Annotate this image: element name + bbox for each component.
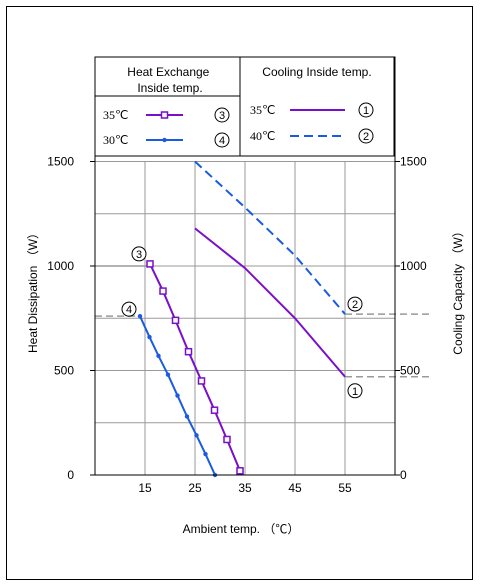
marker-2-circle xyxy=(347,296,363,312)
legend-heat-exchange-title: Heat Exchange Inside temp. xyxy=(127,65,212,95)
legend-item-2-number-label: 2 xyxy=(363,131,369,143)
data-point xyxy=(184,347,193,356)
legend-items: 35℃ 3 30℃ 4 35℃ 1 40℃ 2 xyxy=(103,102,374,148)
right-y-tick-label: 1500 xyxy=(400,155,427,169)
series-line-2 xyxy=(194,160,346,315)
series-4 xyxy=(137,313,218,478)
legend-item-4-number-label: 4 xyxy=(219,135,225,147)
data-point xyxy=(194,433,199,438)
left-y-tick-label: 1000 xyxy=(47,259,74,273)
right-y-tick-label: 0 xyxy=(400,468,407,482)
right-y-axis-label: Cooling Capacity （W） xyxy=(451,225,465,354)
data-point xyxy=(210,406,219,414)
legend-item-4: 30℃ 4 xyxy=(103,132,230,148)
right-y-tick-label: 1000 xyxy=(400,259,427,273)
legend: Heat Exchange Inside temp. Cooling Insid… xyxy=(94,56,395,157)
series-number-markers: 1 2 3 4 xyxy=(121,246,363,399)
data-point xyxy=(184,414,190,419)
reference-lines xyxy=(95,265,430,378)
marker-1-label: 1 xyxy=(352,386,358,398)
legend-item-label: 30℃ xyxy=(103,133,128,147)
data-point xyxy=(236,467,244,475)
legend-item-label: 35℃ xyxy=(250,103,275,117)
legend-item-label: 40℃ xyxy=(250,129,275,143)
legend-item-2: 40℃ 2 xyxy=(250,128,374,144)
data-point xyxy=(203,451,208,457)
x-tick-label: 15 xyxy=(138,481,152,495)
chart-frame xyxy=(6,6,473,580)
x-tick-label: 35 xyxy=(238,481,252,495)
marker-1-circle xyxy=(347,383,363,399)
data-point xyxy=(137,313,143,319)
legend-item-1-number-label: 1 xyxy=(363,105,369,117)
left-y-tick-label: 0 xyxy=(67,468,74,482)
legend-item-3: 35℃ 3 xyxy=(103,107,230,123)
legend-item-1-number-circle xyxy=(358,102,374,118)
legend-cooling-title: Cooling Inside temp. xyxy=(262,65,371,79)
data-point xyxy=(165,372,171,377)
marker-3-label: 3 xyxy=(136,249,142,261)
data-point xyxy=(223,435,231,444)
data-point xyxy=(147,334,152,340)
series-2 xyxy=(194,160,346,315)
marker-2-label: 2 xyxy=(352,299,358,311)
legend-item-4-number-circle xyxy=(214,132,230,148)
left-y-tick-label: 500 xyxy=(54,364,74,378)
right-y-tick-label: 500 xyxy=(400,364,420,378)
legend-item-marker xyxy=(160,111,169,119)
series-line-3 xyxy=(149,263,241,472)
data-point xyxy=(171,316,180,325)
left-y-axis-label: Heat Dissipation （W） xyxy=(26,227,40,353)
marker-3-circle xyxy=(131,246,147,262)
legend-item-1: 35℃ 1 xyxy=(250,102,374,118)
left-y-tick-label: 1500 xyxy=(47,155,74,169)
legend-item-2-number-circle xyxy=(358,128,374,144)
series-1 xyxy=(194,227,346,378)
legend-box xyxy=(94,56,395,157)
marker-4-label: 4 xyxy=(126,304,132,316)
x-axis-label: Ambient temp. （℃） xyxy=(183,522,300,536)
data-point xyxy=(197,377,206,385)
data-point xyxy=(156,353,161,359)
data-point xyxy=(159,287,167,295)
series-3 xyxy=(146,260,244,475)
x-tick-label: 55 xyxy=(338,481,352,495)
legend-item-3-number-circle xyxy=(214,107,230,123)
legend-item-label: 35℃ xyxy=(103,108,128,122)
marker-4-circle xyxy=(121,301,137,317)
series-lines: 1 2 3 4 xyxy=(121,160,363,478)
x-tick-label: 25 xyxy=(188,481,202,495)
data-point xyxy=(146,260,154,268)
x-tick-label: 45 xyxy=(288,481,302,495)
legend-item-marker xyxy=(162,137,167,143)
legend-item-3-number-label: 3 xyxy=(219,110,225,122)
series-line-1 xyxy=(194,227,346,378)
data-point xyxy=(175,393,180,398)
